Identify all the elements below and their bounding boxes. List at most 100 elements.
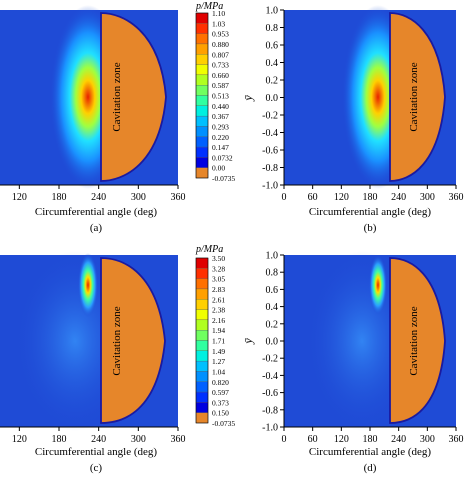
colorbar-c-level-label: 2.83: [212, 285, 225, 294]
colorbar-c-level-label: 0.597: [212, 388, 229, 397]
panel-b-ytick-label: -0.8: [262, 163, 278, 174]
panel-d-xtick-label: 360: [449, 434, 464, 445]
panel-b-ytick-label: 1.0: [266, 6, 279, 17]
colorbar-c-cell: [195, 288, 209, 300]
colorbar-c-cell: [195, 360, 209, 372]
colorbar-a-cell: [195, 33, 209, 45]
panel-d-ytick-label: -1.0: [262, 423, 278, 434]
panel-b-ytick-label: 0.6: [266, 41, 279, 52]
colorbar-a-cell: [195, 54, 209, 65]
panel-c-xlabel: Circumferential angle (deg): [35, 446, 158, 458]
colorbar-c-level-label: 3.05: [212, 275, 225, 284]
colorbar-c-level-label: 3.50: [212, 254, 225, 263]
colorbar-a-level-label: 0.807: [212, 50, 229, 59]
panel-d-xtick-label: 180: [363, 434, 378, 445]
colorbar-c-level-label: 0.150: [212, 409, 229, 418]
colorbar-c-title: p/MPa: [195, 244, 223, 255]
panel-d: Cavitation zone 0 60 120 180 240 300 360 1.0 0.…: [241, 251, 464, 475]
colorbar-c-level-label: 0.373: [212, 398, 229, 407]
panel-a-xtick-label: 300: [131, 192, 146, 203]
panel-b-xtick-label: 0: [282, 192, 287, 203]
panel-d-xtick-label: 120: [334, 434, 349, 445]
colorbar-c-cell: [195, 257, 209, 269]
panel-a-xtick-label: 240: [91, 192, 106, 203]
colorbar-a-frame: [195, 12, 209, 179]
panel-b-ytick-label: -0.6: [262, 146, 278, 157]
panel-d-ytick-label: 0.2: [266, 319, 279, 330]
colorbar-a-level-label: 0.440: [212, 102, 229, 111]
panel-d-xlabel: Circumferential angle (deg): [309, 446, 432, 458]
colorbar-c-cell: [195, 299, 209, 310]
panel-a-tag: (a): [90, 222, 103, 234]
colorbar-a-cell: [195, 136, 209, 148]
panel-a-xtick-label: 360: [171, 192, 186, 203]
panel-d-ytick-label: -0.4: [262, 371, 278, 382]
panel-b-xtick-label: 60: [308, 192, 318, 203]
colorbar-a-cell: [195, 105, 209, 117]
panel-b-ytick-label: 0.0: [266, 93, 279, 104]
panel-c-cavitation-label: Cavitation zone: [111, 306, 123, 375]
panel-d-ytick-label: 0.4: [266, 302, 279, 313]
panel-b-ytick-label: 0.2: [266, 76, 279, 87]
panel-d-xtick-label: 60: [308, 434, 318, 445]
colorbar-a-cell: [195, 115, 209, 127]
panel-a-xtick-label: 120: [12, 192, 27, 203]
panel-b-y-ticks: 1.0 0.8 0.6 0.4 0.2 0.0 -0.2 -0.4 -0.6 -0.8 -1.0: [262, 6, 284, 192]
panel-d-x-ticks: 0 60 120 180 240 300 360: [282, 427, 464, 445]
panel-a-xtick-label: 180: [52, 192, 67, 203]
colorbar-c-cell: [195, 371, 209, 382]
colorbar-c-cell: [195, 350, 209, 362]
panel-b-ytick-label: 0.4: [266, 58, 279, 69]
panel-d-xtick-label: 0: [282, 434, 287, 445]
colorbar-a-level-label: 0.513: [212, 92, 229, 101]
panel-b: Cavitation zone 0 60 120 180 240 300 360 1.0 0.…: [241, 5, 464, 234]
colorbar-c-cell: [195, 391, 209, 403]
colorbar-a-level-label: 0.953: [212, 30, 229, 39]
panel-d-ytick-label: -0.6: [262, 388, 278, 399]
colorbar-a-level-label: 0.733: [212, 61, 229, 70]
colorbar-a-level-label: 0.00: [212, 164, 225, 173]
colorbar-c-level-label: 1.49: [212, 347, 225, 356]
panel-b-xtick-label: 300: [420, 192, 435, 203]
colorbar-c-cell: [195, 412, 209, 424]
panel-b-ylabel: ȳ: [241, 95, 255, 102]
colorbar-a-level-label: 0.147: [212, 143, 229, 152]
panel-d-pressure-peak: [369, 255, 387, 315]
panel-c-xtick-label: 360: [171, 434, 186, 445]
panel-b-ytick-label: -0.4: [262, 128, 278, 139]
panel-d-xtick-label: 300: [420, 434, 435, 445]
colorbar-c-cell: [195, 330, 209, 341]
panel-d-ytick-label: 0.0: [266, 337, 279, 348]
colorbar-a-level-label: 0.587: [212, 81, 229, 90]
colorbar-c-cell: [195, 381, 209, 393]
colorbar-a-level-label: 1.10: [212, 9, 225, 18]
colorbar-a-cell: [195, 85, 209, 96]
panel-b-xtick-label: 360: [449, 192, 464, 203]
colorbar-c-frame: [195, 257, 209, 424]
colorbar-a-cell: [195, 23, 209, 34]
panel-d-ytick-label: -0.8: [262, 405, 278, 416]
colorbar-a-level-label: 0.660: [212, 71, 229, 80]
colorbar-c-cell: [195, 268, 209, 279]
panel-c-xtick-label: 120: [12, 434, 27, 445]
panel-c-xtick-label: 180: [52, 434, 67, 445]
colorbar-c-cell: [195, 278, 209, 290]
panel-b-xtick-label: 180: [363, 192, 378, 203]
colorbar-c-level-label: 2.16: [212, 316, 225, 325]
panel-d-cavitation-label: Cavitation zone: [408, 306, 420, 375]
panel-b-xlabel: Circumferential angle (deg): [309, 206, 432, 218]
panel-c-xtick-label: 300: [131, 434, 146, 445]
panel-b-x-ticks: 0 60 120 180 240 300 360: [282, 185, 464, 203]
colorbar-a-cell: [195, 43, 209, 55]
panel-b-cavitation-zone: [389, 12, 446, 182]
colorbar-a-title: p/MPa: [195, 1, 223, 12]
panel-c-xtick-label: 240: [91, 434, 106, 445]
panel-a-cavitation-zone: [100, 12, 167, 182]
colorbar-c: p/MPa 3.503.28 3.052.832.61 2.382.161.94 1.…: [195, 244, 235, 428]
panel-d-ylabel: ȳ: [241, 338, 255, 345]
colorbar-a-cell: [195, 74, 209, 86]
panel-d-ytick-label: -0.2: [262, 354, 278, 365]
